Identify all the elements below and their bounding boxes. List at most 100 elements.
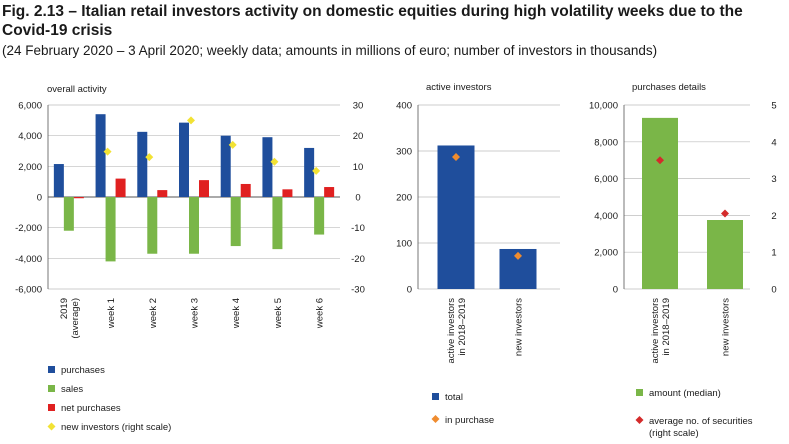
overall-y2tick-label: 10 (353, 162, 364, 173)
purchases-ytick-label: 2,000 (594, 248, 618, 259)
active-bar-total (437, 145, 475, 289)
purchases-category-label-line: in 2018–2019 (661, 298, 672, 356)
purchases-y2tick-label: 5 (771, 101, 776, 112)
overall-y2tick-label: 0 (355, 193, 360, 204)
active-legend-label: in purchase (445, 415, 494, 426)
overall-bar-net-purchases (157, 190, 168, 197)
overall-bar-sales (189, 197, 199, 254)
purchases-category-label: active investors in 2018–2019 (650, 298, 672, 364)
overall-category-label-line: week 3 (190, 298, 201, 329)
overall-category-label-line: week 4 (231, 298, 242, 329)
figure-title: Fig. 2.13 – Italian retail investors act… (2, 3, 743, 39)
overall-bar-net-purchases (324, 187, 335, 197)
overall-y2tick-label: -20 (351, 254, 365, 265)
overall-ytick-label: 6,000 (18, 101, 42, 112)
purchases-category-label-line: new investors (721, 298, 732, 356)
overall-ytick-label: 2,000 (18, 162, 42, 173)
purchases-bar-amount (642, 117, 678, 289)
active-ytick-label: 200 (396, 193, 412, 204)
overall-category-label-line: week 2 (148, 298, 159, 329)
overall-bar-net-purchases (282, 189, 293, 197)
purchases-legend-label: amount (median) (649, 388, 721, 399)
overall-category-label-line: (average) (70, 298, 81, 339)
active-marker-in-purchase (452, 152, 460, 161)
purchases-legend-swatch (635, 416, 644, 424)
overall-bar-purchases (53, 164, 64, 197)
overall-category-label: week 5 (273, 298, 284, 329)
purchases-ytick-label: 6,000 (594, 174, 618, 185)
overall-bar-purchases (262, 137, 273, 197)
active-category-label: new investors (514, 298, 525, 356)
purchases-ytick-label: 10,000 (589, 101, 618, 112)
overall-bar-purchases (137, 131, 148, 197)
purchases-category-label-line: active investors (650, 298, 661, 364)
purchases-legend-swatch (636, 389, 643, 396)
overall-legend-swatch (48, 366, 55, 373)
overall-ytick-label: 4,000 (18, 131, 42, 142)
purchases-ytick-label: 4,000 (594, 211, 618, 222)
purchases-panel-title: purchases details (632, 82, 706, 93)
overall-y2tick-label: -10 (351, 223, 365, 234)
active-panel-title: active investors (426, 82, 492, 93)
overall-category-label: 2019 (average) (59, 298, 81, 339)
overall-bar-sales (230, 197, 241, 247)
active-ytick-label: 300 (396, 147, 412, 158)
active-legend-swatch (431, 415, 440, 423)
overall-category-label: week 6 (315, 298, 326, 329)
overall-bar-sales (314, 197, 325, 235)
overall-bar-sales (272, 197, 283, 250)
overall-bar-purchases (95, 114, 106, 197)
overall-legend-label: net purchases (61, 403, 121, 414)
overall-bar-sales (105, 197, 116, 262)
purchases-marker-avg-securities (656, 156, 664, 165)
overall-marker-new-investors (103, 147, 112, 156)
overall-legend-label: new investors (right scale) (61, 422, 171, 433)
active-legend-label: total (445, 392, 463, 403)
overall-legend-swatch (48, 404, 55, 411)
active-category-label-line: active investors (446, 298, 457, 364)
active-category-label: active investors in 2018–2019 (446, 298, 468, 364)
overall-bar-purchases (179, 122, 189, 197)
purchases-y2tick-label: 0 (771, 285, 776, 296)
overall-ytick-label: -4,000 (15, 254, 42, 265)
overall-category-label-line: 2019 (59, 298, 70, 319)
purchases-legend-label: average no. of securities (649, 416, 753, 427)
overall-category-label: week 2 (148, 298, 159, 329)
purchases-y2tick-label: 4 (771, 137, 776, 148)
purchases-ytick-label: 8,000 (594, 137, 618, 148)
overall-bar-net-purchases (240, 183, 251, 197)
purchases-y2tick-label: 1 (771, 248, 776, 259)
figure-subtitle: (24 February 2020 – 3 April 2020; weekly… (2, 43, 658, 58)
purchases-y2tick-label: 2 (771, 211, 776, 222)
purchases-ytick-label: 0 (613, 285, 618, 296)
overall-ytick-label: -6,000 (15, 285, 42, 296)
overall-bar-purchases (220, 135, 231, 197)
overall-bar-sales (63, 197, 74, 231)
overall-y2tick-label: -30 (351, 285, 365, 296)
active-category-label-line: in 2018–2019 (457, 298, 468, 356)
overall-category-label-line: week 1 (106, 298, 117, 329)
overall-bar-purchases (304, 147, 315, 197)
active-marker-in-purchase (514, 251, 522, 260)
overall-category-label-line: week 6 (315, 298, 326, 329)
overall-bar-net-purchases (115, 178, 126, 197)
overall-marker-new-investors (145, 153, 154, 162)
overall-legend-swatch (47, 422, 56, 431)
purchases-y2tick-label: 3 (771, 174, 776, 185)
overall-category-label-line: week 5 (273, 298, 284, 329)
overall-category-label: week 1 (106, 298, 117, 329)
active-ytick-label: 400 (396, 101, 412, 112)
overall-category-label: week 3 (190, 298, 201, 329)
overall-marker-new-investors (270, 157, 279, 166)
overall-marker-new-investors (228, 140, 237, 149)
overall-ytick-label: -2,000 (15, 223, 42, 234)
purchases-bar-amount (707, 220, 743, 289)
overall-y2tick-label: 30 (353, 101, 364, 112)
overall-marker-new-investors (312, 166, 321, 175)
overall-y2tick-label: 20 (353, 131, 364, 142)
overall-bar-net-purchases (73, 197, 84, 199)
active-ytick-label: 100 (396, 239, 412, 250)
overall-legend-label: purchases (61, 365, 105, 376)
overall-legend-swatch (48, 385, 55, 392)
